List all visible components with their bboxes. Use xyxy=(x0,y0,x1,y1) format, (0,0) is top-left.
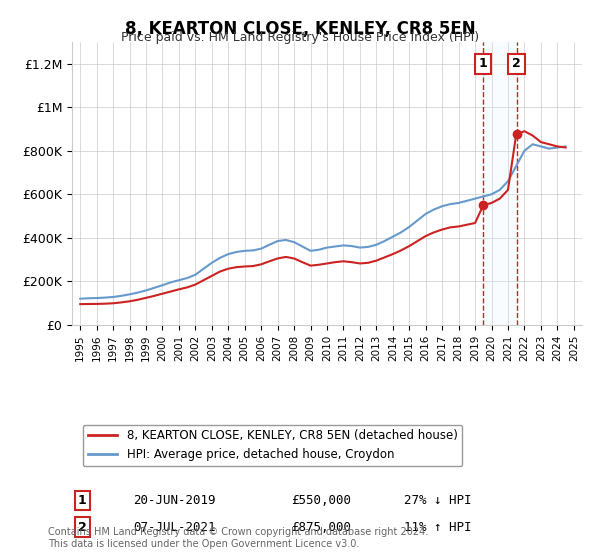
Text: Contains HM Land Registry data © Crown copyright and database right 2024.
This d: Contains HM Land Registry data © Crown c… xyxy=(48,527,428,549)
Text: 11% ↑ HPI: 11% ↑ HPI xyxy=(404,520,471,534)
Legend: 8, KEARTON CLOSE, KENLEY, CR8 5EN (detached house), HPI: Average price, detached: 8, KEARTON CLOSE, KENLEY, CR8 5EN (detac… xyxy=(83,424,462,466)
Text: 07-JUL-2021: 07-JUL-2021 xyxy=(133,520,216,534)
Text: 20-JUN-2019: 20-JUN-2019 xyxy=(133,493,216,507)
Bar xyxy=(483,42,517,325)
Text: 2: 2 xyxy=(512,57,521,70)
Text: 8, KEARTON CLOSE, KENLEY, CR8 5EN: 8, KEARTON CLOSE, KENLEY, CR8 5EN xyxy=(125,20,475,38)
Text: Price paid vs. HM Land Registry's House Price Index (HPI): Price paid vs. HM Land Registry's House … xyxy=(121,31,479,44)
Text: 1: 1 xyxy=(478,57,487,70)
Text: 2: 2 xyxy=(78,520,86,534)
Text: £875,000: £875,000 xyxy=(291,520,351,534)
Text: 27% ↓ HPI: 27% ↓ HPI xyxy=(404,493,471,507)
Text: £550,000: £550,000 xyxy=(291,493,351,507)
Text: 1: 1 xyxy=(78,493,86,507)
